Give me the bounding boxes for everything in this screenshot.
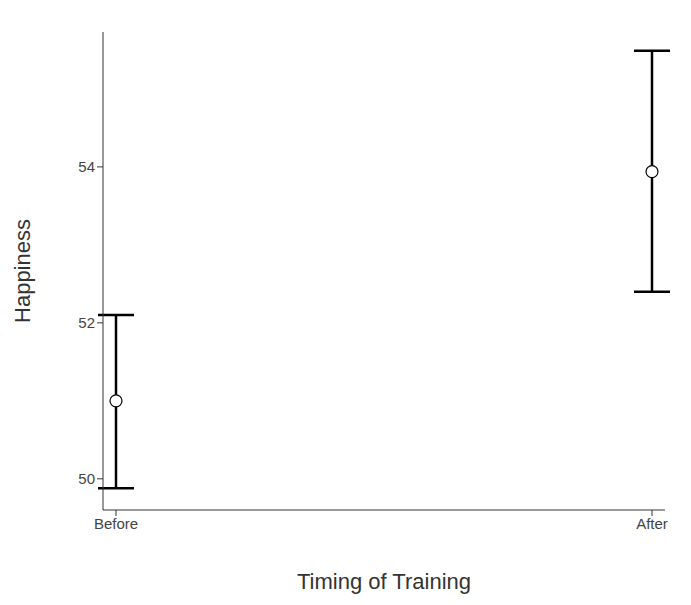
svg-text:Before: Before [94,515,138,532]
svg-text:50: 50 [78,470,95,487]
svg-text:Timing of Training: Timing of Training [297,569,471,594]
svg-text:54: 54 [78,158,95,175]
svg-text:Happiness: Happiness [10,219,35,323]
svg-text:After: After [636,515,668,532]
svg-text:52: 52 [78,314,95,331]
